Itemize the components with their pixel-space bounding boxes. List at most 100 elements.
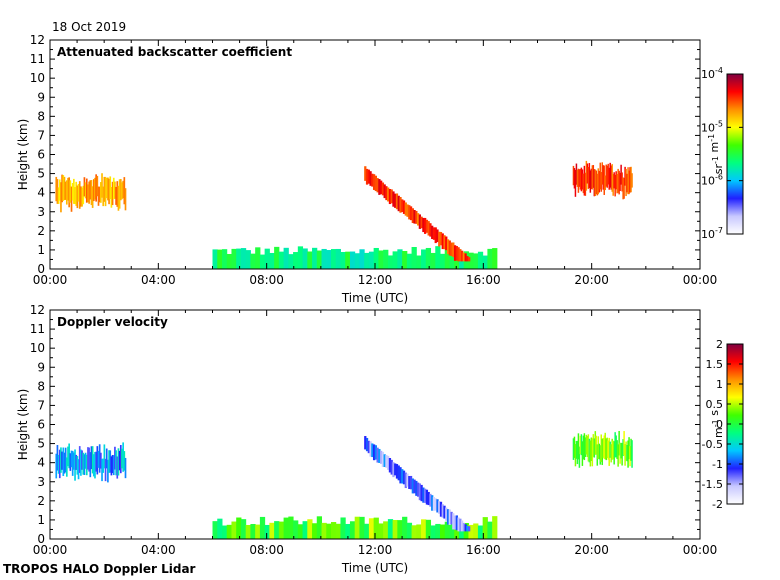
data-cell — [63, 176, 66, 200]
data-cell — [312, 247, 318, 269]
data-cell — [312, 523, 318, 539]
data-cell — [452, 242, 455, 258]
data-cell — [102, 186, 105, 207]
data-cell — [240, 519, 247, 539]
data-cell — [401, 199, 404, 213]
data-cell — [112, 455, 115, 476]
data-cell — [111, 181, 114, 206]
data-cell — [367, 169, 370, 184]
x-axis-label: Time (UTC) — [341, 561, 408, 575]
data-cell — [492, 248, 498, 269]
data-cell — [330, 522, 337, 539]
data-cell — [592, 434, 595, 457]
data-cell — [590, 168, 593, 190]
data-cell — [75, 181, 78, 206]
data-cell — [293, 520, 299, 539]
y-tick-label: 1 — [37, 243, 45, 257]
data-cell — [369, 441, 372, 457]
unit-base: s — [708, 410, 721, 419]
data-cell — [76, 185, 79, 209]
y-tick-label: 11 — [30, 322, 45, 336]
data-cell — [71, 450, 74, 476]
data-cell — [90, 180, 93, 206]
data-cell — [124, 457, 127, 479]
y-tick-label: 8 — [37, 379, 45, 393]
data-cell — [453, 515, 457, 530]
data-cell — [82, 185, 85, 205]
data-cell — [455, 246, 458, 261]
data-cell — [374, 175, 377, 192]
data-cell — [406, 204, 409, 217]
data-cell — [436, 229, 439, 243]
data-cell — [399, 196, 402, 213]
y-axis-label: Height (km) — [16, 389, 30, 460]
data-cell — [95, 451, 97, 472]
x-axis-label: Time (UTC) — [341, 291, 408, 305]
x-tick-label: 00:00 — [683, 273, 718, 287]
data-cell — [413, 479, 416, 494]
data-cell — [112, 177, 115, 200]
data-cell — [602, 165, 604, 190]
data-cell — [385, 186, 388, 201]
data-cell — [572, 165, 575, 186]
data-cell — [575, 441, 578, 459]
data-cell — [611, 164, 613, 192]
data-cell — [264, 248, 270, 269]
data-cell — [431, 495, 434, 511]
data-cell — [596, 173, 599, 196]
data-cell — [411, 478, 414, 494]
y-tick-label: 10 — [30, 341, 45, 355]
y-tick-label: 7 — [37, 398, 45, 412]
x-tick-label: 12:00 — [358, 273, 393, 287]
data-cell — [371, 173, 374, 187]
data-cell — [387, 255, 394, 269]
data-cell — [454, 254, 460, 269]
data-cell — [439, 501, 443, 517]
data-cell — [402, 516, 408, 539]
data-cell — [58, 449, 61, 479]
data-cell — [446, 239, 450, 255]
data-cell — [584, 437, 587, 457]
data-cell — [69, 180, 72, 203]
data-cell — [97, 186, 100, 206]
data-cell — [588, 163, 591, 188]
data-cell — [455, 515, 458, 531]
data-cell — [73, 178, 75, 204]
data-cell — [123, 177, 126, 205]
data-cell — [459, 518, 462, 532]
data-cell — [630, 438, 632, 461]
data-cell — [443, 235, 446, 250]
colorbar-tick-label: 10-4 — [701, 66, 723, 81]
y-tick-label: 11 — [30, 52, 45, 66]
data-cell — [74, 187, 76, 205]
data-cell — [383, 249, 389, 269]
data-cell — [595, 170, 598, 195]
data-cell — [591, 438, 594, 467]
data-cell — [119, 445, 122, 474]
data-cell — [420, 484, 423, 502]
data-cell — [269, 522, 275, 539]
data-cell — [212, 249, 218, 269]
data-cell — [587, 166, 590, 189]
y-tick-label: 2 — [37, 224, 45, 238]
data-cell — [573, 168, 576, 189]
data-cell — [432, 496, 436, 511]
data-cell — [623, 431, 625, 456]
data-cell — [453, 245, 457, 261]
data-layer — [55, 430, 633, 539]
data-cell — [264, 524, 270, 539]
data-cell — [606, 437, 608, 458]
data-cell — [390, 459, 393, 475]
data-cell — [620, 442, 622, 459]
data-cell — [340, 251, 346, 269]
data-cell — [464, 253, 467, 262]
unit-exponent: -1 — [711, 419, 720, 427]
data-cell — [615, 435, 617, 458]
data-cell — [226, 524, 232, 539]
data-cell — [368, 518, 375, 539]
data-cell — [435, 246, 441, 269]
y-tick-label: 2 — [37, 494, 45, 508]
data-cell — [578, 169, 581, 187]
